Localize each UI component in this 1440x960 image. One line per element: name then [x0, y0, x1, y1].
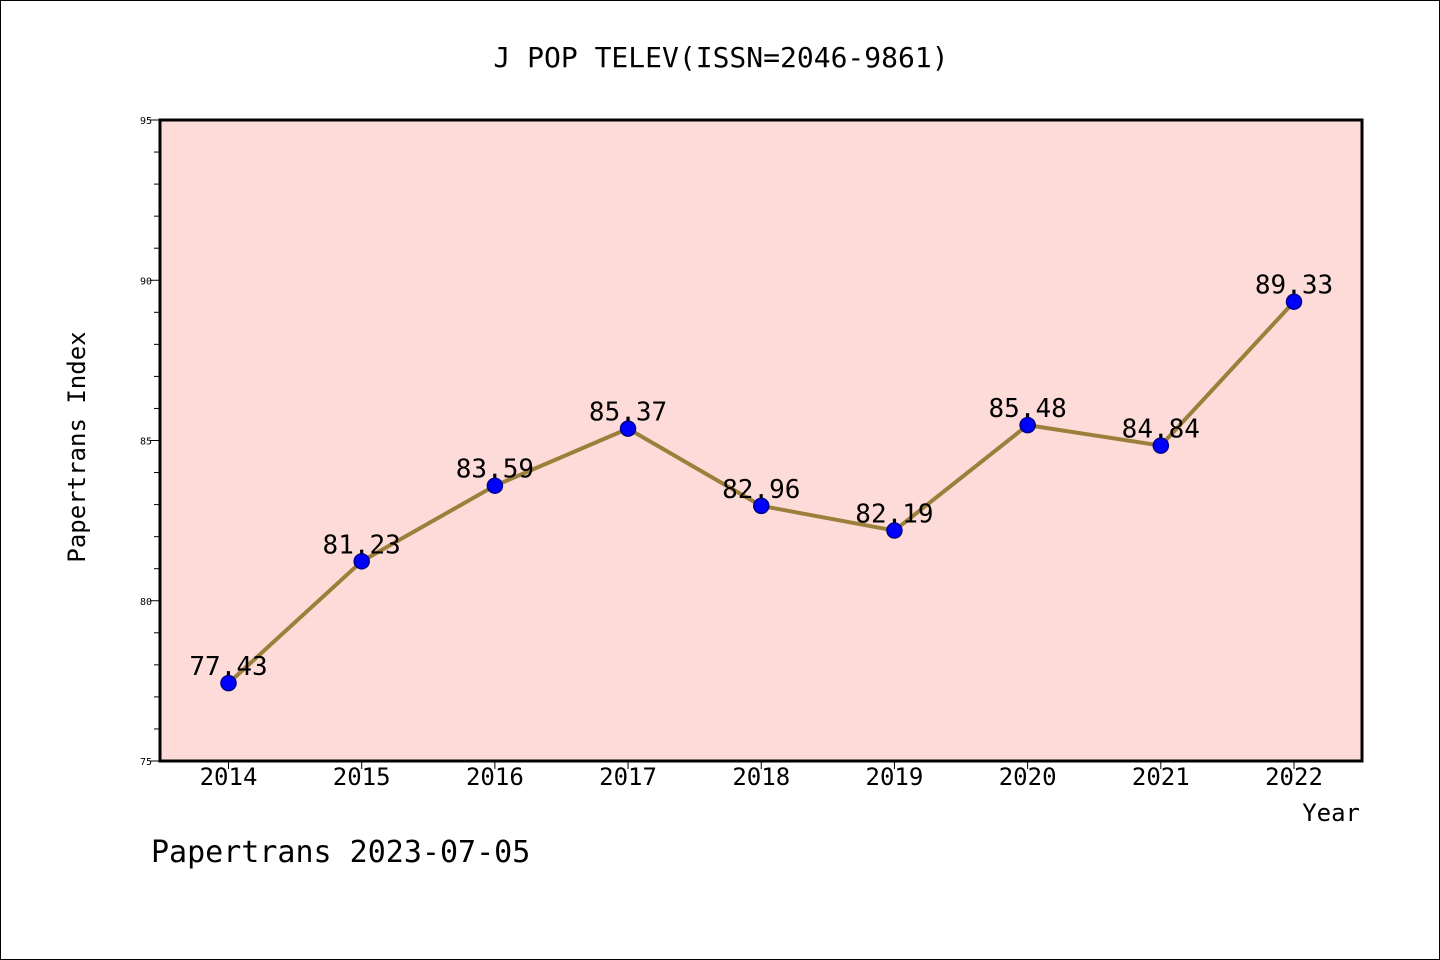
- data-points: [220, 293, 1303, 692]
- data-label: 85.37: [589, 398, 667, 428]
- data-label: 82.19: [855, 500, 933, 530]
- data-label: 82.96: [722, 475, 800, 505]
- data-point: [1285, 293, 1303, 310]
- x-tick-label: 2022: [1265, 763, 1323, 791]
- y-tick-label: 95: [140, 116, 152, 127]
- y-axis-label: Papertrans Index: [63, 331, 91, 562]
- x-tick-label: 2018: [732, 763, 790, 791]
- data-point: [753, 497, 770, 515]
- y-tick-label: 90: [140, 276, 152, 287]
- data-label: 83.59: [456, 455, 534, 485]
- y-axis: 75 80 85 90 95: [140, 116, 160, 768]
- x-tick-label: 2014: [200, 763, 258, 791]
- x-tick-label: 2021: [1132, 763, 1190, 791]
- data-point: [220, 674, 237, 692]
- data-labels: 77.43 81.23 83.59 85.37 82.96 82.19 85.48 84.84…: [189, 271, 1333, 682]
- data-point: [353, 553, 370, 570]
- data-label: 85.48: [988, 394, 1066, 424]
- x-tick-label: 2017: [599, 763, 657, 791]
- y-tick-label: 85: [140, 437, 152, 448]
- y-tick-label: 75: [140, 757, 152, 768]
- x-tick-label: 2015: [333, 763, 391, 791]
- x-tick-label: 2019: [866, 763, 924, 791]
- data-label: 89.33: [1255, 271, 1333, 301]
- x-tick-label: 2016: [466, 763, 524, 791]
- chart-title: J POP TELEV(ISSN=2046-9861): [493, 41, 948, 74]
- y-tick-label: 80: [140, 597, 152, 608]
- data-point: [1019, 416, 1036, 434]
- data-point: [1152, 437, 1170, 454]
- x-axis: 2014 2015 2016 2017 2018 2019 2020 2021 2022: [200, 761, 1323, 791]
- x-axis-label: Year: [1302, 799, 1360, 827]
- data-point: [486, 477, 504, 494]
- footer-text: Papertrans 2023-07-05: [151, 835, 531, 870]
- data-label: 81.23: [323, 530, 401, 560]
- data-point: [619, 420, 637, 437]
- x-tick-label: 2020: [999, 763, 1057, 791]
- data-label: 84.84: [1122, 415, 1200, 445]
- data-label: 77.43: [189, 652, 267, 682]
- data-point: [886, 522, 903, 539]
